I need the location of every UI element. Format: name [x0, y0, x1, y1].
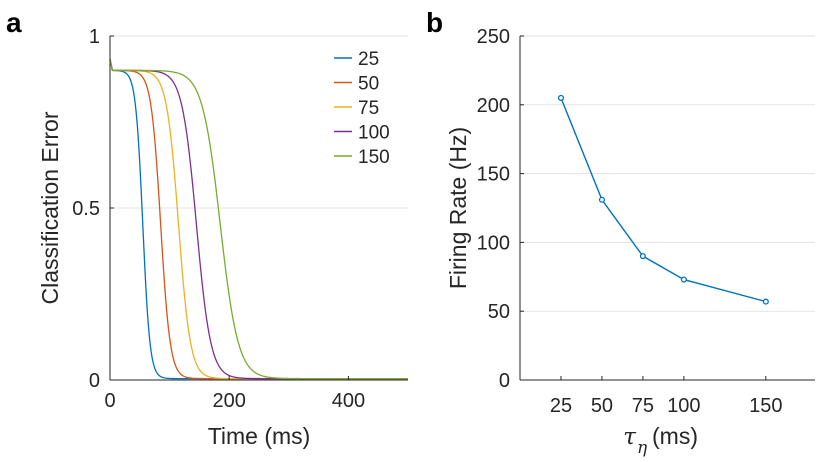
legend-label-150: 150: [358, 147, 390, 168]
eta-subscript: η: [637, 438, 648, 458]
a-y-axis-label: Classification Error: [37, 111, 63, 304]
a-x-axis-label: Time (ms): [208, 423, 311, 449]
legend-label-75: 75: [358, 98, 379, 119]
tau-symbol: τ: [623, 424, 637, 450]
error-curve-150: [109, 59, 408, 380]
b-x-tick-label: 50: [591, 395, 613, 417]
legend: 25 50 75 100 150: [334, 49, 390, 168]
b-x-label-units: (ms): [652, 423, 698, 449]
b-x-tick-label: 100: [667, 395, 700, 417]
firing-rate-point-50: [598, 196, 605, 203]
firing-rate-point-100: [680, 276, 687, 283]
classification-error-chart: 0 0.5 1 0 200 400 Time (ms) Classification Er…: [37, 26, 408, 449]
a-y-tick-label: 0.5: [72, 198, 100, 220]
firing-rate-line: [560, 97, 767, 303]
firing-rate-chart: 0 50 100 150 200 250 25 50 75 100 150 Firing Rate …: [445, 26, 815, 458]
b-y-tick-label: 50: [488, 301, 510, 323]
a-y-tick-label: 0: [89, 370, 100, 392]
a-x-tick-label: 0: [104, 390, 115, 412]
a-y-tick-label: 1: [89, 26, 100, 48]
b-y-tick-label: 100: [477, 232, 510, 254]
b-y-axis-label: Firing Rate (Hz): [445, 127, 471, 289]
firing-rate-point-25: [557, 94, 565, 101]
firing-rate-point-75: [639, 253, 646, 260]
legend-label-100: 100: [358, 123, 390, 144]
b-x-axis-label: τ η (ms): [623, 423, 698, 458]
legend-label-25: 25: [358, 49, 379, 70]
b-x-tick-label: 25: [550, 395, 572, 417]
legend-label-50: 50: [358, 74, 379, 95]
b-y-tick-label: 200: [477, 95, 510, 117]
panel-label-a: a: [6, 7, 22, 38]
b-y-tick-label: 0: [499, 370, 510, 392]
b-x-tick-label: 150: [749, 395, 782, 417]
a-x-tick-label: 200: [213, 390, 246, 412]
firing-rate-point-150: [762, 298, 769, 305]
b-x-tick-label: 75: [632, 395, 654, 417]
panel-label-b: b: [426, 7, 443, 38]
b-y-tick-label: 250: [477, 26, 510, 48]
b-y-tick-label: 150: [477, 164, 510, 186]
a-x-tick-label: 400: [332, 390, 365, 412]
